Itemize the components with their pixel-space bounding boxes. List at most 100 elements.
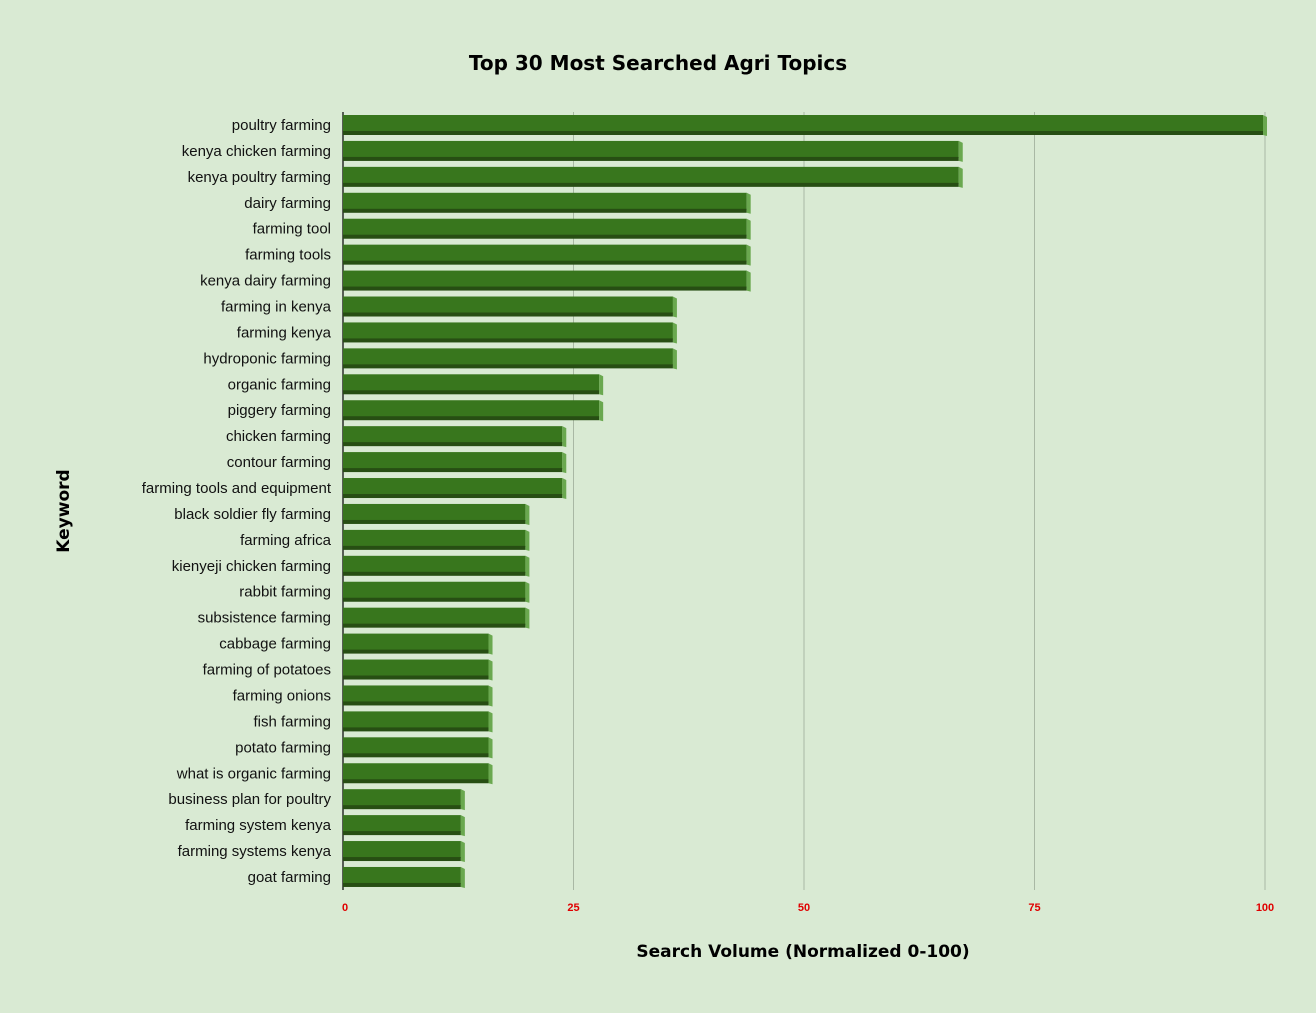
bar-side	[958, 166, 963, 188]
bar	[343, 296, 677, 318]
bar-bottom	[343, 286, 747, 291]
bar-face	[343, 503, 526, 521]
bar	[343, 841, 465, 863]
x-tick-label: 75	[1028, 902, 1040, 914]
bar	[343, 633, 493, 655]
bar-face	[343, 685, 489, 703]
category-label: farming in kenya	[221, 299, 332, 316]
bar-side	[1263, 115, 1267, 136]
bar	[343, 581, 530, 603]
bar-bottom	[343, 416, 600, 421]
bar	[343, 711, 493, 733]
bar-face	[343, 322, 673, 340]
bar-face	[343, 737, 489, 755]
bar	[343, 478, 567, 500]
bar-bottom	[343, 649, 489, 654]
bar-side	[672, 296, 677, 318]
bar-side	[488, 659, 493, 681]
category-label: farming tool	[253, 221, 331, 238]
bar	[343, 685, 493, 707]
bar-face	[343, 633, 489, 651]
bar	[343, 555, 530, 577]
category-label: subsistence farming	[198, 610, 331, 627]
gridlines	[573, 112, 1266, 890]
category-label: chicken farming	[226, 428, 331, 445]
bar	[343, 322, 677, 344]
bar-bottom	[343, 156, 959, 161]
bar-side	[562, 452, 567, 474]
bar	[343, 426, 567, 448]
bar-side	[525, 529, 530, 551]
bar-bottom	[343, 779, 489, 784]
bar	[343, 348, 677, 370]
bar	[343, 115, 1267, 136]
category-label: black soldier fly farming	[174, 506, 331, 523]
chart-title: Top 30 Most Searched Agri Topics	[469, 51, 847, 75]
bar-side	[525, 555, 530, 577]
x-tick-labels: 0 25 50 75 100	[342, 902, 1274, 914]
bar-face	[343, 789, 461, 807]
bar	[343, 815, 465, 837]
bar-side	[460, 866, 465, 888]
category-label: kenya poultry farming	[188, 169, 331, 186]
category-label: farming kenya	[237, 324, 332, 341]
bar-face	[343, 166, 959, 184]
bar-bottom	[343, 623, 526, 628]
bar-bottom	[343, 494, 563, 499]
category-label: goat farming	[248, 869, 331, 886]
bar	[343, 503, 530, 525]
bar-side	[746, 218, 751, 240]
x-tick-label: 100	[1256, 902, 1274, 914]
bar	[343, 737, 493, 759]
category-label: rabbit farming	[239, 584, 331, 601]
bar-face	[343, 711, 489, 729]
bar-bottom	[343, 753, 489, 758]
bar	[343, 374, 604, 396]
bar	[343, 192, 751, 214]
bar-face	[343, 815, 461, 833]
bar-side	[599, 400, 604, 422]
bar-face	[343, 218, 747, 236]
category-labels: poultry farming kenya chicken farming keny…	[142, 117, 332, 886]
bar-side	[488, 633, 493, 655]
category-label: farming onions	[233, 687, 331, 704]
category-label: farming africa	[240, 532, 332, 549]
category-label: potato farming	[235, 739, 331, 756]
category-label: business plan for poultry	[168, 791, 331, 808]
bar-side	[488, 763, 493, 785]
bars	[343, 115, 1267, 888]
bar-face	[343, 115, 1263, 132]
category-label: piggery farming	[228, 402, 331, 419]
bar	[343, 529, 530, 551]
bar-bottom	[343, 442, 563, 447]
category-label: farming tools	[245, 247, 331, 264]
bar	[343, 140, 963, 162]
bar	[343, 789, 465, 811]
bar-side	[460, 815, 465, 837]
bar-bottom	[343, 597, 526, 602]
bar-bottom	[343, 390, 600, 395]
bar-side	[672, 322, 677, 344]
category-label: farming system kenya	[185, 817, 332, 834]
bar-face	[343, 659, 489, 677]
category-label: farming systems kenya	[178, 843, 332, 860]
bar-side	[672, 348, 677, 370]
category-label: farming tools and equipment	[142, 480, 332, 497]
category-label: hydroponic farming	[203, 350, 331, 367]
category-label: contour farming	[227, 454, 331, 471]
bar-face	[343, 529, 526, 547]
bar-face	[343, 555, 526, 573]
bar-face	[343, 192, 747, 210]
category-label: farming of potatoes	[203, 662, 331, 679]
bar	[343, 452, 567, 474]
bar-face	[343, 140, 959, 158]
category-label: fish farming	[253, 713, 331, 730]
x-tick-label: 0	[342, 902, 348, 914]
bar-face	[343, 478, 563, 496]
category-label: kenya chicken farming	[182, 143, 331, 160]
bar-side	[488, 711, 493, 733]
bar-bottom	[343, 831, 461, 836]
bar	[343, 244, 751, 266]
